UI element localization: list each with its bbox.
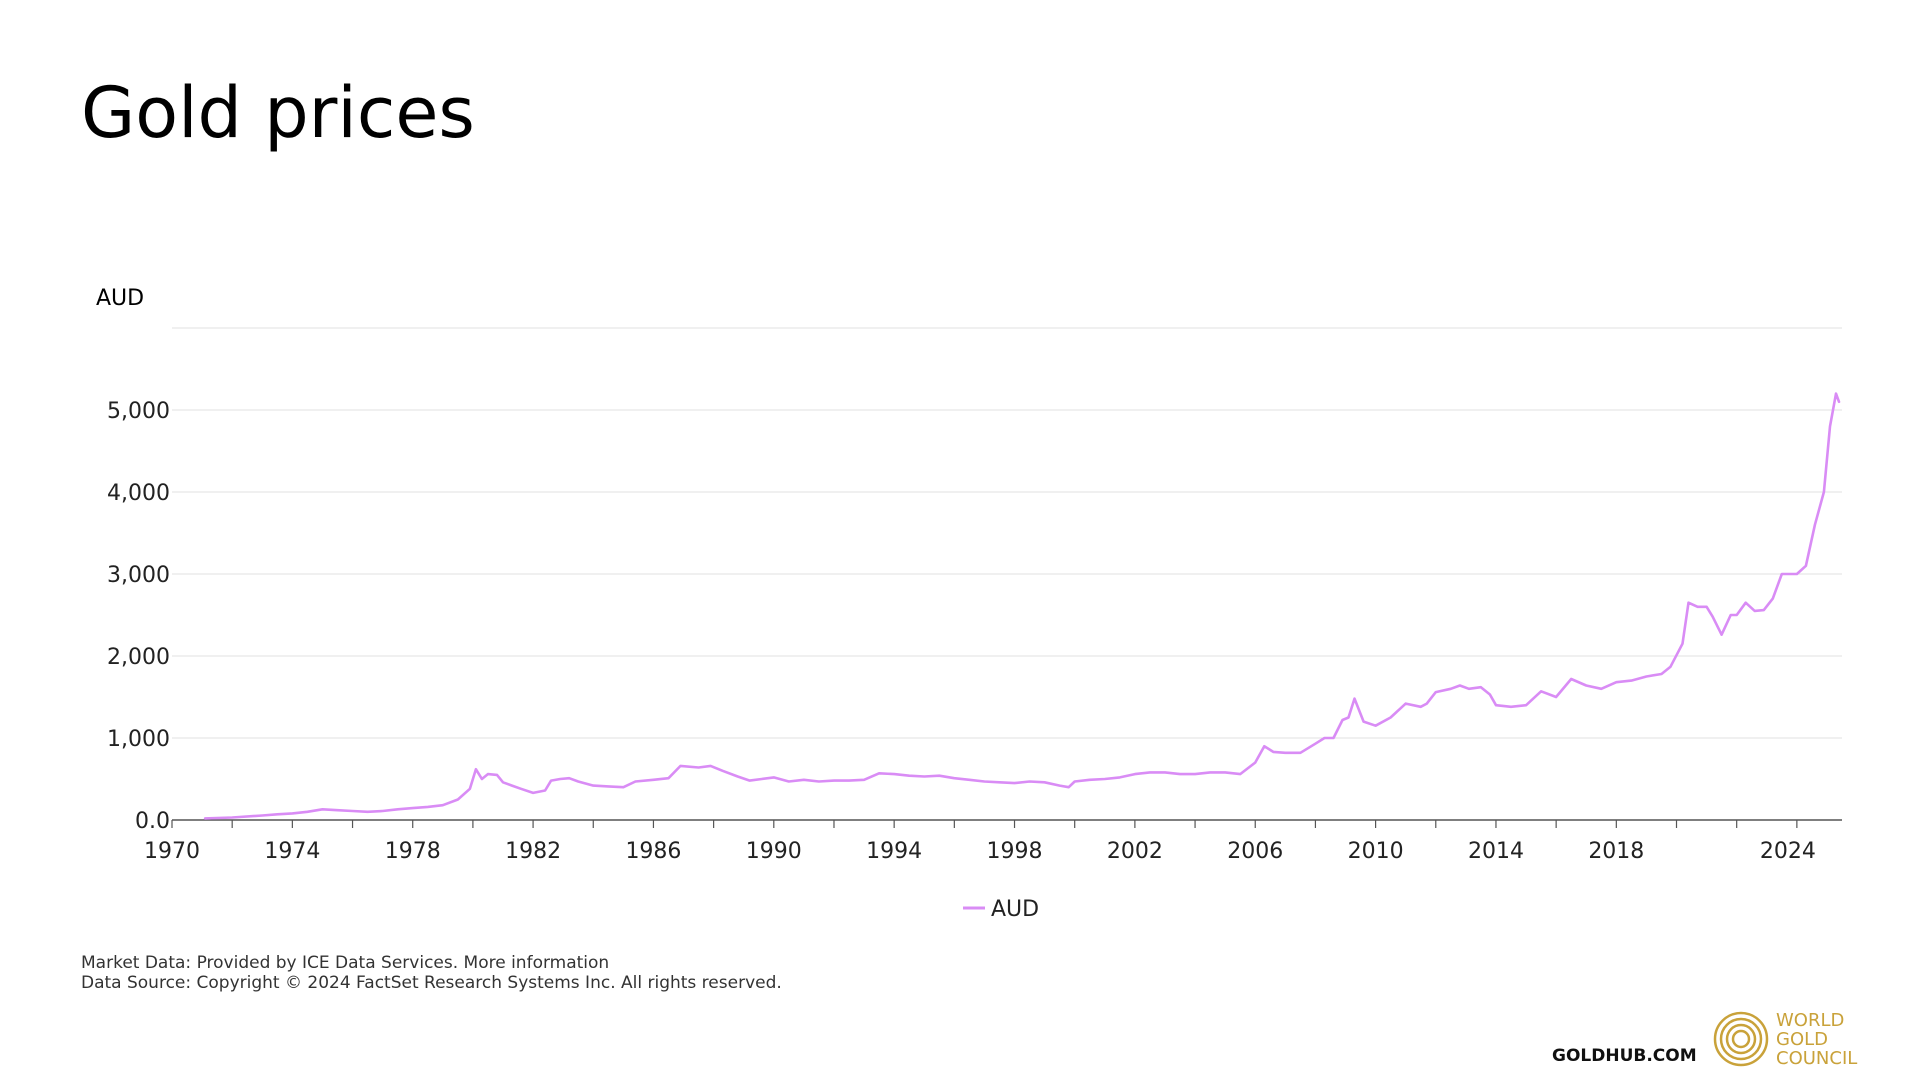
world-gold-council-logo: WORLD GOLD COUNCIL: [1712, 1010, 1857, 1068]
x-axis-labels: 1970 1974 1978 1982 1986 1990 1994 1998 2002 2006…: [144, 839, 1816, 864]
x-tick-label: 1990: [746, 839, 802, 864]
x-tick-label: 1998: [987, 839, 1043, 864]
x-tick-label: 1970: [144, 839, 200, 864]
x-tick-label: 1994: [866, 839, 922, 864]
y-tick-label: 3,000: [107, 563, 170, 588]
x-tick-label: 1974: [264, 839, 320, 864]
legend[interactable]: AUD: [963, 897, 1039, 922]
y-tick-label: 2,000: [107, 645, 170, 670]
y-tick-label: 1,000: [107, 727, 170, 752]
x-axis: [171, 819, 1842, 828]
series-layer: [203, 392, 1841, 820]
x-tick-label: 2002: [1107, 839, 1163, 864]
logo-line: GOLD: [1776, 1028, 1829, 1050]
x-tick-label: 2024: [1760, 839, 1816, 864]
x-tick-label: 2014: [1468, 839, 1524, 864]
series-line-aud: [203, 392, 1841, 820]
y-axis-labels: 0.0 1,000 2,000 3,000 4,000 5,000: [107, 399, 170, 834]
x-tick-label: 1986: [625, 839, 681, 864]
footer-notes: Market Data: Provided by ICE Data Servic…: [81, 953, 782, 993]
x-tick-label: 1982: [505, 839, 561, 864]
x-tick-label: 2006: [1227, 839, 1283, 864]
logo-line: WORLD: [1776, 1009, 1845, 1031]
grid-lines: [172, 327, 1842, 739]
y-tick-label: 4,000: [107, 481, 170, 506]
page-title: Gold prices: [81, 72, 475, 154]
goldhub-link[interactable]: GOLDHUB.COM: [1552, 1046, 1697, 1066]
x-tick-label: 1978: [385, 839, 441, 864]
data-source-note: Data Source: Copyright © 2024 FactSet Re…: [81, 973, 782, 993]
y-axis-unit-label: AUD: [96, 286, 144, 311]
market-data-note: Market Data: Provided by ICE Data Servic…: [81, 953, 610, 973]
y-tick-label: 5,000: [107, 399, 170, 424]
x-tick-label: 2010: [1348, 839, 1404, 864]
y-tick-label: 0.0: [135, 809, 170, 834]
logo-line: COUNCIL: [1776, 1047, 1858, 1069]
logo-wordmark: WORLD GOLD COUNCIL: [1776, 1011, 1857, 1068]
concentric-rings-icon: [1713, 1011, 1769, 1067]
legend-label-aud: AUD: [991, 897, 1039, 922]
x-tick-label: 2018: [1588, 839, 1644, 864]
